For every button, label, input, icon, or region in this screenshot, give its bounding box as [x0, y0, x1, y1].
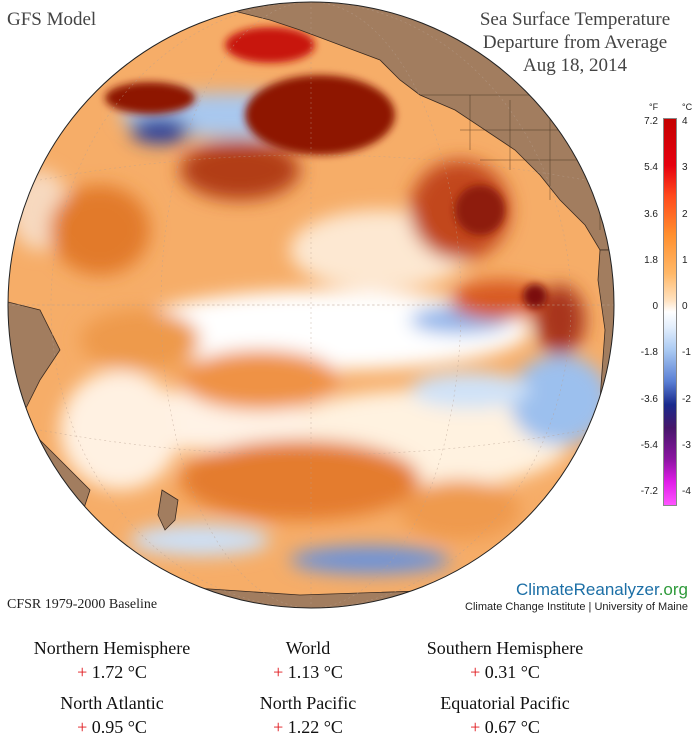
- stat-southern-hemisphere: Southern Hemisphere + 0.31 °C: [385, 638, 625, 683]
- brand-suffix: .org: [658, 580, 688, 599]
- legend-tick-c: 3: [682, 162, 688, 174]
- legend-tick-c: 1: [682, 254, 688, 266]
- stat-label: Northern Hemisphere: [33, 638, 191, 658]
- legend-unit-f: °F: [649, 102, 659, 112]
- stat-value: 1.72 °C: [91, 662, 147, 682]
- brand-name: ClimateReanalyzer.org: [465, 580, 688, 600]
- stat-label: Southern Hemisphere: [426, 638, 584, 658]
- legend-tick-f: 3.6: [644, 208, 658, 220]
- legend-tick-f: 1.8: [644, 254, 658, 266]
- legend-tick-f: 0: [652, 301, 658, 312]
- stat-value: 0.95 °C: [91, 717, 147, 737]
- stat-label: North Atlantic: [60, 693, 164, 713]
- model-label: GFS Model: [7, 9, 97, 30]
- stat-value: 0.67 °C: [484, 717, 540, 737]
- stat-sign: +: [273, 662, 284, 682]
- map-title: Sea Surface Temperature Departure from A…: [460, 8, 690, 77]
- stat-sign: +: [273, 717, 284, 737]
- legend-tick-c: 2: [682, 208, 688, 220]
- stat-northern-hemisphere: Northern Hemisphere + 1.72 °C: [0, 638, 232, 683]
- stat-sign: +: [470, 717, 481, 737]
- stat-sign: +: [77, 662, 88, 682]
- title-date: Aug 18, 2014: [523, 55, 627, 76]
- new-zealand-land: [157, 489, 179, 531]
- stat-label: Equatorial Pacific: [440, 693, 570, 713]
- legend-tick-f: -5.4: [640, 439, 658, 451]
- graticule: [8, 2, 614, 608]
- brand: ClimateReanalyzer.org Climate Change Ins…: [465, 580, 688, 613]
- legend-tick-c: -2: [682, 393, 691, 405]
- stat-sign: +: [470, 662, 481, 682]
- stat-north-pacific: North Pacific + 1.22 °C: [188, 693, 428, 738]
- legend-tick-f: 5.4: [644, 162, 658, 174]
- legend-tick-c: -3: [682, 439, 691, 451]
- baseline-label: CFSR 1979-2000 Baseline: [7, 597, 158, 612]
- legend-tick-c: -1: [682, 347, 691, 359]
- stat-label: World: [285, 638, 331, 658]
- brand-subtitle: Climate Change Institute | University of…: [465, 601, 688, 613]
- stat-world: World + 1.13 °C: [188, 638, 428, 683]
- globe-map: [7, 1, 615, 609]
- legend-tick-c: -4: [682, 486, 691, 497]
- legend-tick-f: -7.2: [640, 486, 658, 497]
- legend-unit-c: °C: [682, 102, 693, 112]
- title-line-1: Sea Surface Temperature: [479, 9, 671, 30]
- legend-color-bar: [663, 118, 677, 506]
- legend-tick-c: 0: [682, 301, 688, 312]
- stat-value: 1.13 °C: [287, 662, 343, 682]
- legend-tick-c: 4: [682, 116, 688, 127]
- anomaly-field: [10, 93, 610, 574]
- legend-tick-f: 7.2: [644, 116, 658, 127]
- stat-sign: +: [77, 717, 88, 737]
- stat-label: North Pacific: [259, 693, 357, 713]
- stat-equatorial-pacific: Equatorial Pacific + 0.67 °C: [385, 693, 625, 738]
- globe-svg: [7, 1, 615, 609]
- title-line-2: Departure from Average: [482, 32, 668, 53]
- stat-north-atlantic: North Atlantic + 0.95 °C: [0, 693, 232, 738]
- legend-tick-f: -1.8: [640, 347, 658, 359]
- globe-outline: [7, 1, 615, 609]
- brand-main: ClimateReanalyzer: [516, 580, 659, 599]
- hot-anomalies: [105, 27, 547, 308]
- legend-tick-f: -3.6: [640, 393, 658, 405]
- color-legend: °F °C 7.2 4 5.4 3 3.6 2 1.8 1 0 0 -1.8 -1 -3.6 -2 -5.4…: [632, 100, 700, 520]
- stat-value: 0.31 °C: [484, 662, 540, 682]
- stat-value: 1.22 °C: [287, 717, 343, 737]
